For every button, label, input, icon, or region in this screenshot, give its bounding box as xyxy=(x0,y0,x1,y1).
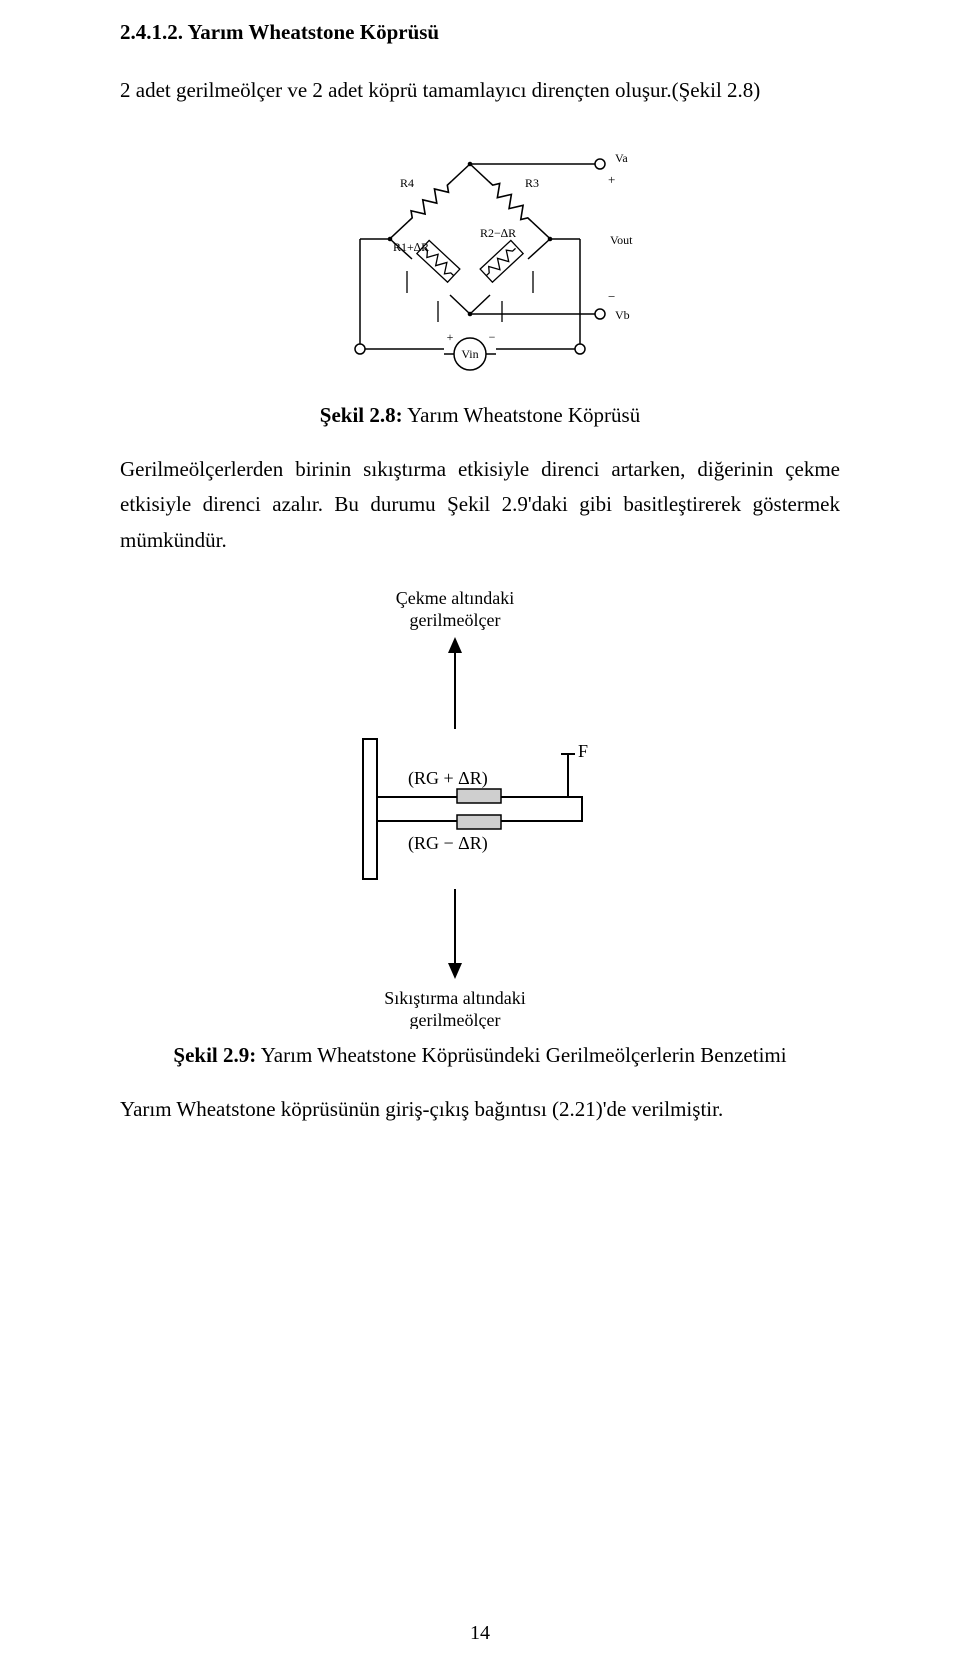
figure-2-9-caption: Şekil 2.9: Yarım Wheatstone Köprüsündeki… xyxy=(120,1043,840,1068)
label-r2: R2−∆R xyxy=(480,226,516,240)
label-minus-bot: − xyxy=(608,289,615,304)
label-vin: Vin xyxy=(461,347,478,361)
label-r-minus: (RG − ΔR) xyxy=(408,833,488,854)
label-r4: R4 xyxy=(400,176,414,190)
figure-2-9-svg: Çekme altındaki gerilmeölçer F (RG + ΔR)… xyxy=(315,579,645,1029)
label-r3: R3 xyxy=(525,176,539,190)
figure-2-8-container: Va + R4 R3 xyxy=(120,129,840,389)
figure-2-8-caption-rest: Yarım Wheatstone Köprüsü xyxy=(403,403,641,427)
figure-2-8-caption: Şekil 2.8: Yarım Wheatstone Köprüsü xyxy=(120,403,840,428)
label-top-2: gerilmeölçer xyxy=(410,610,501,630)
label-vin-plus: + xyxy=(447,330,454,344)
label-va: Va xyxy=(615,151,628,165)
figure-2-9-caption-rest: Yarım Wheatstone Köprüsündeki Gerilmeölç… xyxy=(256,1043,786,1067)
label-vin-minus: − xyxy=(489,330,496,344)
label-bot-1: Sıkıştırma altındaki xyxy=(384,988,526,1008)
figure-2-8-caption-bold: Şekil 2.8: xyxy=(320,403,403,427)
section-heading: 2.4.1.2. Yarım Wheatstone Köprüsü xyxy=(120,20,840,45)
intro-paragraph: 2 adet gerilmeölçer ve 2 adet köprü tama… xyxy=(120,73,840,109)
figure-2-9-container: Çekme altındaki gerilmeölçer F (RG + ΔR)… xyxy=(120,579,840,1029)
label-bot-2: gerilmeölçer xyxy=(410,1010,501,1029)
label-top-1: Çekme altındaki xyxy=(396,588,514,608)
label-vb: Vb xyxy=(615,308,630,322)
label-plus-top: + xyxy=(608,172,615,187)
label-f: F xyxy=(578,741,588,761)
paragraph-2: Gerilmeölçerlerden birinin sıkıştırma et… xyxy=(120,452,840,559)
figure-2-8-svg: Va + R4 R3 xyxy=(300,129,660,389)
paragraph-3: Yarım Wheatstone köprüsünün giriş-çıkış … xyxy=(120,1092,840,1128)
label-vout: Vout xyxy=(610,233,633,247)
figure-2-9-caption-bold: Şekil 2.9: xyxy=(173,1043,256,1067)
label-r1: R1+∆R xyxy=(393,240,429,254)
label-r-plus: (RG + ΔR) xyxy=(408,768,488,789)
page-number: 14 xyxy=(0,1622,960,1645)
